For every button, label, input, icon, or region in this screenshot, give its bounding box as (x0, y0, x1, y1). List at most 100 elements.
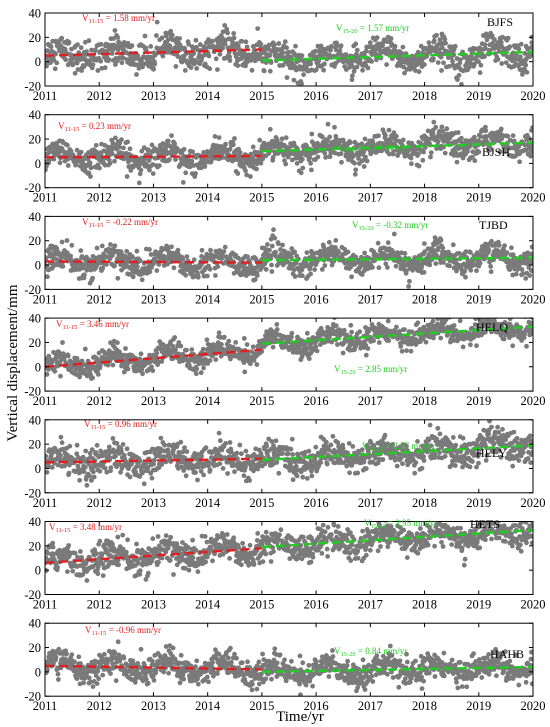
data-point (250, 344, 256, 350)
data-point (385, 265, 390, 270)
velocity-subscript: 15-20 (341, 369, 356, 376)
data-point (219, 447, 225, 453)
data-point (333, 136, 339, 142)
data-point (349, 77, 355, 83)
data-point (254, 166, 259, 172)
axes-box (44, 114, 534, 189)
data-point (274, 322, 280, 327)
data-point (328, 47, 333, 53)
data-point (400, 137, 406, 143)
data-point (169, 133, 174, 139)
data-point (505, 133, 511, 139)
data-point (184, 449, 190, 454)
data-point (384, 62, 389, 67)
data-point (170, 343, 176, 349)
data-point (212, 134, 218, 139)
data-point (363, 154, 368, 160)
data-point (127, 272, 132, 277)
data-point (509, 245, 514, 251)
data-point (147, 167, 152, 173)
data-point (333, 323, 339, 328)
data-point (386, 127, 392, 133)
data-point (385, 240, 391, 246)
data-point (520, 271, 526, 277)
data-point (45, 274, 50, 280)
velocity-symbol: V (58, 121, 65, 131)
data-point (516, 46, 522, 52)
data-point (134, 464, 139, 470)
trend-line-2011-2015 (44, 48, 262, 57)
data-point (158, 435, 164, 441)
data-point (134, 72, 139, 77)
data-point (150, 368, 156, 374)
data-point (440, 245, 446, 251)
data-point (207, 358, 213, 363)
data-point (195, 477, 200, 483)
data-point (154, 33, 159, 38)
data-point (204, 273, 210, 279)
data-point (366, 329, 372, 334)
data-point (162, 442, 168, 448)
data-point (322, 61, 327, 67)
data-point (345, 249, 351, 255)
data-point (404, 348, 409, 353)
data-point (102, 465, 108, 471)
data-point (198, 165, 204, 171)
data-point (74, 442, 80, 448)
data-point (274, 137, 280, 143)
trend-line-2015-2020 (261, 50, 534, 62)
data-point (121, 452, 127, 458)
data-point (487, 318, 493, 321)
data-point (194, 366, 200, 372)
data-point (529, 40, 533, 45)
data-point (483, 128, 489, 134)
data-point (357, 329, 363, 335)
velocity-annotation-2015-2020: V15-20 = 2.85 mm/yr (334, 364, 407, 376)
data-point (248, 361, 253, 367)
data-point (478, 324, 483, 330)
data-point (463, 274, 468, 280)
data-point (423, 339, 429, 345)
x-tick-label: 2017 (358, 89, 383, 103)
data-point (207, 467, 213, 473)
data-point (112, 158, 117, 164)
data-point (463, 249, 469, 255)
data-point (402, 251, 408, 256)
data-point (88, 165, 94, 171)
data-point (107, 160, 113, 166)
data-point (438, 313, 443, 318)
data-point (222, 244, 228, 250)
x-tick-label: 2014 (195, 394, 221, 408)
data-point (173, 347, 178, 352)
data-point (478, 134, 483, 139)
data-point (507, 44, 513, 50)
x-tick-label: 2019 (466, 191, 491, 205)
data-point (206, 463, 211, 469)
data-point (243, 168, 248, 174)
data-point (91, 474, 97, 480)
data-point (386, 338, 391, 344)
data-point (149, 142, 155, 148)
x-tick-label: 2011 (33, 394, 58, 408)
data-point (90, 62, 96, 68)
station-label: TJBD (479, 218, 508, 232)
x-tick-label: 2015 (249, 89, 274, 103)
data-point (267, 53, 273, 58)
data-point (519, 267, 525, 272)
data-point (165, 138, 171, 144)
data-point (75, 359, 81, 364)
data-point (338, 151, 344, 157)
data-point (292, 249, 298, 255)
data-point (438, 51, 444, 56)
data-point (357, 264, 363, 270)
velocity-symbol: V (336, 23, 343, 33)
data-point (115, 35, 121, 40)
data-point (404, 268, 409, 274)
data-point (222, 23, 228, 28)
data-point (125, 139, 130, 145)
data-point (499, 61, 505, 66)
data-point (219, 151, 225, 157)
x-tick-label: 2012 (87, 191, 112, 205)
data-point (134, 248, 140, 254)
x-tick-label: 2020 (521, 292, 546, 306)
